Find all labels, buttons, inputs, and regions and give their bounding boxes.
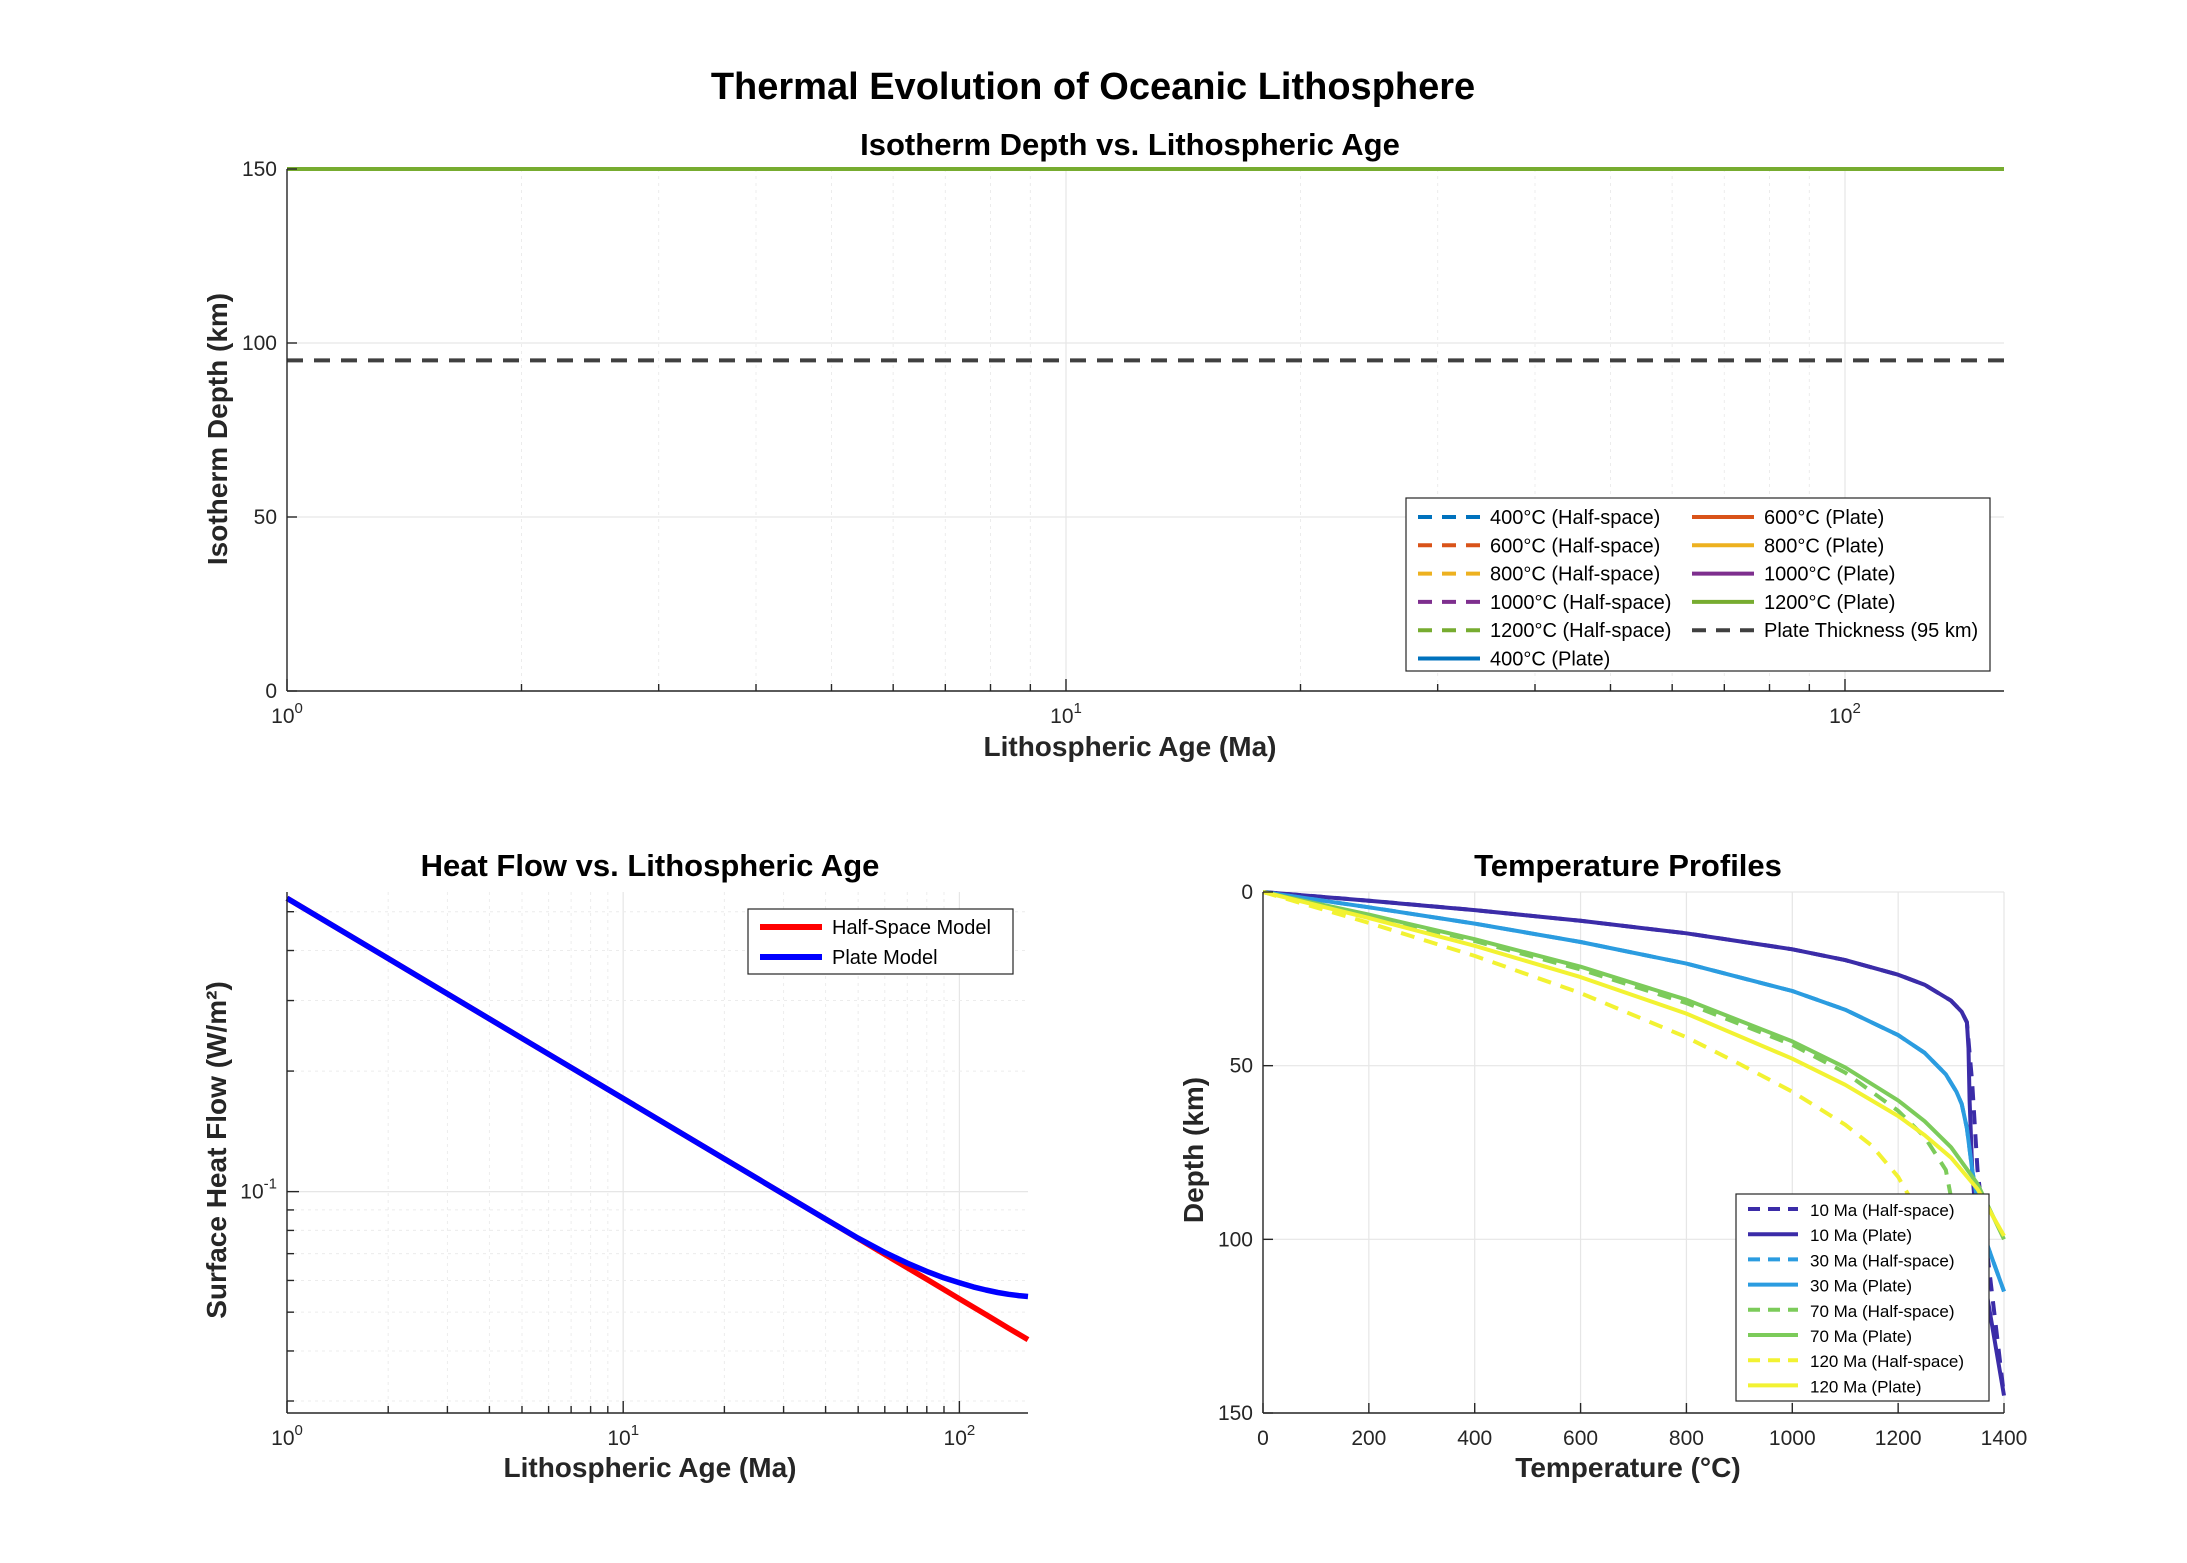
temperature-profiles-chart: Temperature Profiles 0 200 400 600 800 1000 12… — [1178, 848, 2027, 1483]
legend-label-70-ma-plate: 70 Ma (Plate) — [1810, 1327, 1912, 1346]
x-tick-label-exponent: 1 — [631, 1422, 639, 1439]
legend-label-plate-thickness-95-km: Plate Thickness (95 km) — [1764, 620, 1978, 642]
temperature-profiles-chart-title: Temperature Profiles — [1474, 848, 1782, 883]
series-line-120-ma-half-space — [1262, 890, 1916, 1206]
legend-label-half-space-model: Half-Space Model — [832, 917, 991, 939]
y-tick-label: 100 — [242, 332, 277, 355]
x-tick-label: 200 — [1351, 1427, 1386, 1450]
x-tick-label: 0 — [1257, 1427, 1269, 1450]
y-tick-label: 100 — [1218, 1228, 1253, 1251]
y-tick-label: 50 — [1230, 1055, 1253, 1078]
x-tick-label-exponent: 2 — [967, 1422, 975, 1439]
y-tick-label: 150 — [242, 158, 277, 181]
isotherm-chart-title: Isotherm Depth vs. Lithospheric Age — [860, 127, 1400, 162]
isotherm-depth-chart: Isotherm Depth vs. Lithospheric Age 100 1… — [202, 127, 2004, 762]
legend-label-600c-half-space: 600°C (Half-space) — [1490, 535, 1660, 557]
legend-label-600c-plate: 600°C (Plate) — [1764, 507, 1884, 529]
figure-title: Thermal Evolution of Oceanic Lithosphere — [711, 66, 1475, 108]
temperature-legend: 10 Ma (Half-space) 10 Ma (Plate) 30 Ma (Ha… — [1735, 1193, 1990, 1402]
legend-label-70-ma-half-space: 70 Ma (Half-space) — [1810, 1302, 1955, 1321]
x-tick-label-exponent: 0 — [295, 1422, 303, 1439]
legend-label-1200c-plate: 1200°C (Plate) — [1764, 592, 1895, 614]
legend-label-10-ma-plate: 10 Ma (Plate) — [1810, 1226, 1912, 1245]
legend-label-400c-plate: 400°C (Plate) — [1490, 649, 1610, 671]
heat-flow-y-axis-label: Surface Heat Flow (W/m²) — [201, 981, 232, 1319]
legend-box — [747, 908, 1014, 975]
series-line-10-ma-plate — [1262, 890, 2006, 1396]
series-line-70-ma-half-space — [1262, 890, 1954, 1199]
y-tick-label-exponent: -1 — [264, 1176, 277, 1193]
legend-label-30-ma-plate: 30 Ma (Plate) — [1810, 1277, 1912, 1296]
x-tick-label: 101 — [607, 1422, 639, 1450]
temperature-y-axis-label: Depth (km) — [1178, 1077, 1209, 1223]
x-tick-label: 400 — [1457, 1427, 1492, 1450]
temperature-x-axis-label: Temperature (°C) — [1515, 1452, 1740, 1483]
legend-label-10-ma-half-space: 10 Ma (Half-space) — [1810, 1201, 1955, 1220]
legend-label-400c-half-space: 400°C (Half-space) — [1490, 507, 1660, 529]
x-tick-label: 1200 — [1875, 1427, 1922, 1450]
legend-label-30-ma-half-space: 30 Ma (Half-space) — [1810, 1251, 1955, 1270]
legend-label-120-ma-plate: 120 Ma (Plate) — [1810, 1377, 1922, 1396]
series-line-120-ma-plate — [1262, 890, 2006, 1237]
series-line-plate-model — [285, 895, 1029, 1300]
y-tick-label: 150 — [1218, 1402, 1253, 1425]
x-tick-label: 1400 — [1981, 1427, 2028, 1450]
legend-label-1000c-half-space: 1000°C (Half-space) — [1490, 592, 1671, 614]
x-tick-label: 101 — [1050, 700, 1082, 728]
y-tick-label: 0 — [265, 680, 277, 703]
heat-flow-chart: Heat Flow vs. Lithospheric Age 100 101 102… — [201, 848, 1030, 1483]
legend-box — [1735, 1193, 1990, 1402]
legend-label-800c-half-space: 800°C (Half-space) — [1490, 564, 1660, 586]
isotherm-x-axis-label: Lithospheric Age (Ma) — [984, 731, 1277, 762]
isotherm-legend: 400°C (Half-space) 600°C (Half-space) 800°… — [1405, 497, 1991, 672]
legend-label-120-ma-half-space: 120 Ma (Half-space) — [1810, 1352, 1964, 1371]
series-line-70-ma-plate — [1262, 890, 2006, 1241]
y-tick-label: 0 — [1241, 881, 1253, 904]
legend-box — [1405, 497, 1991, 672]
y-tick-label: 10-1 — [240, 1176, 277, 1204]
isotherm-y-axis-label: Isotherm Depth (km) — [202, 293, 233, 565]
heat-flow-legend: Half-Space Model Plate Model — [747, 908, 1014, 975]
heat-flow-x-axis-label: Lithospheric Age (Ma) — [504, 1452, 797, 1483]
series-line-30-ma-plate — [1262, 890, 2006, 1293]
x-tick-label-exponent: 0 — [295, 700, 303, 717]
x-tick-label-exponent: 2 — [1852, 700, 1860, 717]
y-tick-label: 50 — [254, 506, 277, 529]
heat-flow-chart-title: Heat Flow vs. Lithospheric Age — [421, 848, 880, 883]
x-tick-label: 102 — [1829, 700, 1861, 728]
x-tick-label: 100 — [271, 1422, 303, 1450]
legend-label-800c-plate: 800°C (Plate) — [1764, 535, 1884, 557]
x-tick-label: 100 — [271, 700, 303, 728]
legend-label-plate-model: Plate Model — [832, 947, 938, 969]
x-tick-label: 600 — [1563, 1427, 1598, 1450]
legend-label-1200c-half-space: 1200°C (Half-space) — [1490, 620, 1671, 642]
x-tick-label: 1000 — [1769, 1427, 1816, 1450]
legend-label-1000c-plate: 1000°C (Plate) — [1764, 564, 1895, 586]
x-tick-label-exponent: 1 — [1074, 700, 1082, 717]
x-tick-label: 800 — [1669, 1427, 1704, 1450]
x-tick-label: 102 — [944, 1422, 976, 1450]
